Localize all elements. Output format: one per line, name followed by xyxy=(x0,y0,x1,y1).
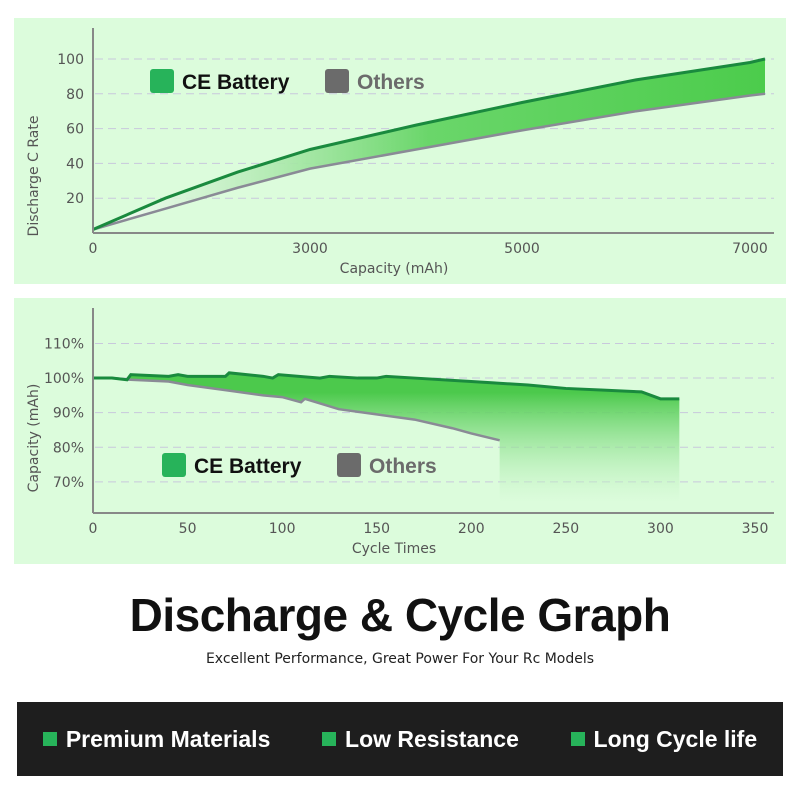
cycle-chart: 70% 80% 90% 100% 110% 0 50 100 150 200 250 300 350 Cy… xyxy=(26,308,774,557)
others-legend-label: Others xyxy=(369,455,437,478)
feature-label: Low Resistance xyxy=(345,725,519,752)
x-tick-label: 3000 xyxy=(292,241,328,257)
x-tick-label: 5000 xyxy=(504,241,540,257)
feature-label: Premium Materials xyxy=(65,725,271,752)
x-tick-label: 350 xyxy=(742,521,769,537)
y-tick-label: 60 xyxy=(66,122,84,138)
x-tick-label: 150 xyxy=(363,521,390,537)
x-axis-label: Cycle Times xyxy=(352,541,436,557)
ce-legend-label: CE Battery xyxy=(182,71,290,94)
y-tick-label: 70% xyxy=(53,475,84,491)
y-tick-label: 100 xyxy=(57,52,84,68)
y-tick-label: 80 xyxy=(66,87,84,103)
square-bullet-icon xyxy=(570,732,585,746)
square-bullet-icon xyxy=(42,732,57,746)
x-tick-label: 50 xyxy=(179,521,197,537)
ce-legend-swatch xyxy=(162,453,186,477)
x-tick-label: 0 xyxy=(89,241,98,257)
series-line-others xyxy=(93,376,500,442)
series-line-ce-battery xyxy=(93,371,680,401)
feature-item: Low Resistance xyxy=(322,726,519,753)
y-tick-label: 20 xyxy=(66,191,84,207)
x-tick-label: 0 xyxy=(89,521,98,537)
square-bullet-icon xyxy=(322,732,337,746)
y-tick-label: 40 xyxy=(66,156,84,172)
series-line-ce-battery xyxy=(92,57,766,231)
x-tick-label: 100 xyxy=(269,521,296,537)
series-line-others xyxy=(92,92,766,231)
x-tick-label: 300 xyxy=(647,521,674,537)
y-tick-label: 80% xyxy=(53,440,84,456)
cycle-chart-panel: 70% 80% 90% 100% 110% 0 50 100 150 200 250 300 350 Cy… xyxy=(14,298,786,564)
ce-legend-label: CE Battery xyxy=(194,455,302,478)
gap-area xyxy=(93,59,765,230)
others-legend-swatch xyxy=(337,453,361,477)
x-tick-label: 7000 xyxy=(732,241,768,257)
y-tick-label: 100% xyxy=(44,371,84,387)
page-title: Discharge & Cycle Graph xyxy=(129,589,671,641)
others-legend-swatch xyxy=(325,69,349,93)
x-axis-label: Capacity (mAh) xyxy=(340,261,449,277)
x-tick-label: 250 xyxy=(552,521,579,537)
feature-item: Premium Materials xyxy=(42,725,271,753)
y-tick-label: 110% xyxy=(44,336,84,352)
y-axis-label: Capacity (mAh) xyxy=(26,384,42,493)
x-tick-label: 200 xyxy=(458,521,485,537)
page-subtitle: Excellent Performance, Great Power For Y… xyxy=(205,651,595,667)
others-legend-label: Others xyxy=(357,71,425,94)
feature-item: Long Cycle life xyxy=(570,725,758,753)
ce-legend-swatch xyxy=(150,69,174,93)
feature-label: Long Cycle life xyxy=(593,725,758,752)
y-tick-label: 90% xyxy=(53,406,84,422)
feature-bar: Premium Materials Low Resistance Long Cy… xyxy=(17,702,783,776)
discharge-chart-panel: 20 40 60 80 100 0 3000 5000 7000 Capacity (mAh) Di… xyxy=(14,18,786,284)
gap-area xyxy=(93,372,680,503)
y-axis-label: Discharge C Rate xyxy=(26,116,42,237)
